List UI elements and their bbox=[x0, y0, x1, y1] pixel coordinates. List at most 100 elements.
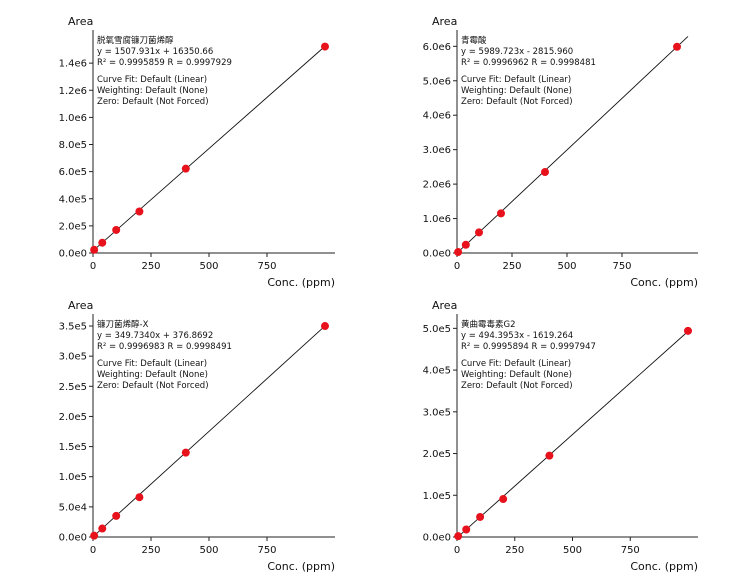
chart-4-y-tick-label: 0.0e0 bbox=[423, 533, 451, 544]
chart-2-equation: y = 5989.723x - 2815.960 bbox=[461, 47, 573, 57]
chart-4-x-tick-label: 250 bbox=[505, 545, 524, 556]
chart-3-y-tick-label: 5.0e4 bbox=[59, 502, 87, 513]
chart-3-data-point bbox=[90, 531, 99, 540]
chart-3-y-tick-label: 1.5e5 bbox=[59, 442, 87, 453]
chart-1-x-tick-label: 250 bbox=[141, 261, 160, 272]
chart-4-compound-name: 黄曲霉毒素G2 bbox=[461, 319, 516, 330]
chart-1-data-point bbox=[90, 245, 99, 254]
chart-3-equation: y = 349.7340x + 376.8692 bbox=[97, 331, 213, 341]
chart-1-y-tick-label: 0.0e0 bbox=[59, 249, 87, 260]
chart-1-data-point bbox=[321, 42, 329, 51]
chart-3-x-tick-label: 250 bbox=[141, 545, 160, 556]
chart-4-x-axis-label: Conc. (ppm) bbox=[630, 560, 698, 573]
chart-2-x-tick-label: 750 bbox=[612, 261, 631, 272]
chart-2-data-point bbox=[541, 168, 549, 177]
chart-2-x-axis-label: Conc. (ppm) bbox=[630, 276, 698, 289]
chart-2-data-point bbox=[673, 42, 681, 51]
chart-3-x-axis-label: Conc. (ppm) bbox=[267, 560, 335, 573]
chart-1-x-tick-label: 750 bbox=[257, 261, 276, 272]
chart-3-weighting: Weighting: Default (None) bbox=[97, 370, 208, 380]
chart-1-y-tick-label: 1.0e6 bbox=[59, 113, 87, 124]
chart-4-x-tick-label: 500 bbox=[563, 545, 582, 556]
chart-4-equation: y = 494.3953x - 1619.264 bbox=[461, 331, 573, 341]
chart-2-data-point bbox=[497, 209, 505, 218]
chart-1-y-axis-label: Area bbox=[68, 15, 93, 28]
chart-2-r-values: R² = 0.9996962 R = 0.9998481 bbox=[461, 58, 596, 68]
chart-4-data-point bbox=[545, 451, 554, 460]
chart-3-regression-line bbox=[92, 325, 326, 538]
chart-4-y-tick-label: 1.0e5 bbox=[423, 491, 451, 502]
chart-3-x-tick-label: 750 bbox=[257, 545, 276, 556]
chart-4-x-tick-label: 0 bbox=[454, 545, 460, 556]
chart-3-r-values: R² = 0.9996983 R = 0.9998491 bbox=[97, 342, 232, 352]
chart-1-data-point bbox=[112, 225, 121, 234]
chart-4-y-axis-label: Area bbox=[432, 299, 457, 312]
chart-2-weighting: Weighting: Default (None) bbox=[461, 86, 572, 96]
chart-1-y-tick-label: 6.0e5 bbox=[59, 167, 87, 178]
chart-3-compound-name: 镰刀菌烯醇-X bbox=[97, 319, 149, 330]
chart-1-curve-fit: Curve Fit: Default (Linear) bbox=[97, 75, 207, 85]
chart-2-data-point bbox=[461, 240, 470, 249]
chart-3-y-tick-label: 2.5e5 bbox=[59, 382, 87, 393]
chart-2-y-tick-label: 1.0e6 bbox=[423, 214, 451, 225]
chart-3-data-point bbox=[181, 448, 190, 457]
chart-1-y-tick-label: 1.4e6 bbox=[59, 59, 87, 70]
chart-4-zero-option: Zero: Default (Not Forced) bbox=[461, 381, 573, 391]
chart-3-y-tick-label: 3.0e5 bbox=[59, 352, 87, 363]
chart-2-data-point bbox=[454, 248, 463, 257]
chart-1-zero-option: Zero: Default (Not Forced) bbox=[97, 97, 209, 107]
chart-4-data-point bbox=[462, 525, 471, 534]
chart-3-x-tick-label: 0 bbox=[90, 545, 96, 556]
chart-3-y-axis-label: Area bbox=[68, 299, 93, 312]
chart-4-regression-line bbox=[456, 331, 689, 539]
chart-2-y-tick-label: 3.0e6 bbox=[423, 145, 451, 156]
chart-4-y-tick-label: 4.0e5 bbox=[423, 366, 451, 377]
chart-1-x-tick-label: 500 bbox=[199, 261, 218, 272]
chart-1-y-tick-label: 8.0e5 bbox=[59, 140, 87, 151]
chart-3-data-point bbox=[112, 511, 121, 520]
chart-2-y-tick-label: 0.0e0 bbox=[423, 249, 451, 260]
chart-3-curve-fit: Curve Fit: Default (Linear) bbox=[97, 359, 207, 369]
chart-4-x-tick-label: 750 bbox=[621, 545, 640, 556]
chart-3-y-tick-label: 0.0e0 bbox=[59, 533, 87, 544]
chart-1-regression-line bbox=[92, 45, 326, 252]
chart-2-y-tick-label: 5.0e6 bbox=[423, 76, 451, 87]
chart-1-x-axis-label: Conc. (ppm) bbox=[267, 276, 335, 289]
chart-2-zero-option: Zero: Default (Not Forced) bbox=[461, 97, 573, 107]
chart-3-y-tick-label: 1.0e5 bbox=[59, 472, 87, 483]
chart-3-x-tick-label: 500 bbox=[199, 545, 218, 556]
chart-3-data-point bbox=[98, 524, 107, 533]
chart-4-data-point bbox=[476, 512, 485, 521]
chart-4-data-point bbox=[684, 326, 692, 335]
chart-1-equation: y = 1507.931x + 16350.66 bbox=[97, 47, 213, 57]
chart-2-x-tick-label: 500 bbox=[557, 261, 576, 272]
chart-4-weighting: Weighting: Default (None) bbox=[461, 370, 572, 380]
chart-2-y-tick-label: 6.0e6 bbox=[423, 42, 451, 53]
chart-3-y-tick-label: 3.5e5 bbox=[59, 322, 87, 333]
chart-4-curve-fit: Curve Fit: Default (Linear) bbox=[461, 359, 571, 369]
chart-1-data-point bbox=[181, 164, 190, 173]
chart-3-y-tick-label: 2.0e5 bbox=[59, 412, 87, 423]
chart-1-y-tick-label: 4.0e5 bbox=[59, 194, 87, 205]
chart-4-data-point bbox=[454, 532, 463, 541]
chart-1-y-tick-label: 2.0e5 bbox=[59, 221, 87, 232]
chart-1-weighting: Weighting: Default (None) bbox=[97, 86, 208, 96]
chart-2-y-tick-label: 2.0e6 bbox=[423, 180, 451, 191]
chart-2-compound-name: 青霉酸 bbox=[461, 35, 487, 46]
chart-4-y-tick-label: 2.0e5 bbox=[423, 449, 451, 460]
chart-1-x-tick-label: 0 bbox=[90, 261, 96, 272]
chart-1-r-values: R² = 0.9995859 R = 0.9997929 bbox=[97, 58, 232, 68]
chart-2-x-tick-label: 250 bbox=[502, 261, 521, 272]
chart-2-y-tick-label: 4.0e6 bbox=[423, 111, 451, 122]
chart-2-curve-fit: Curve Fit: Default (Linear) bbox=[461, 75, 571, 85]
chart-1-y-tick-label: 1.2e6 bbox=[59, 86, 87, 97]
chart-2-regression-line bbox=[456, 36, 689, 254]
chart-4-r-values: R² = 0.9995894 R = 0.9997947 bbox=[461, 342, 596, 352]
chart-3-zero-option: Zero: Default (Not Forced) bbox=[97, 381, 209, 391]
chart-1-compound-name: 脱氧雪腐镰刀菌烯醇 bbox=[97, 35, 174, 46]
chart-4-data-point bbox=[499, 495, 508, 504]
chart-4-y-tick-label: 5.0e5 bbox=[423, 324, 451, 335]
chart-2-data-point bbox=[475, 228, 483, 237]
chart-3-data-point bbox=[135, 493, 144, 502]
